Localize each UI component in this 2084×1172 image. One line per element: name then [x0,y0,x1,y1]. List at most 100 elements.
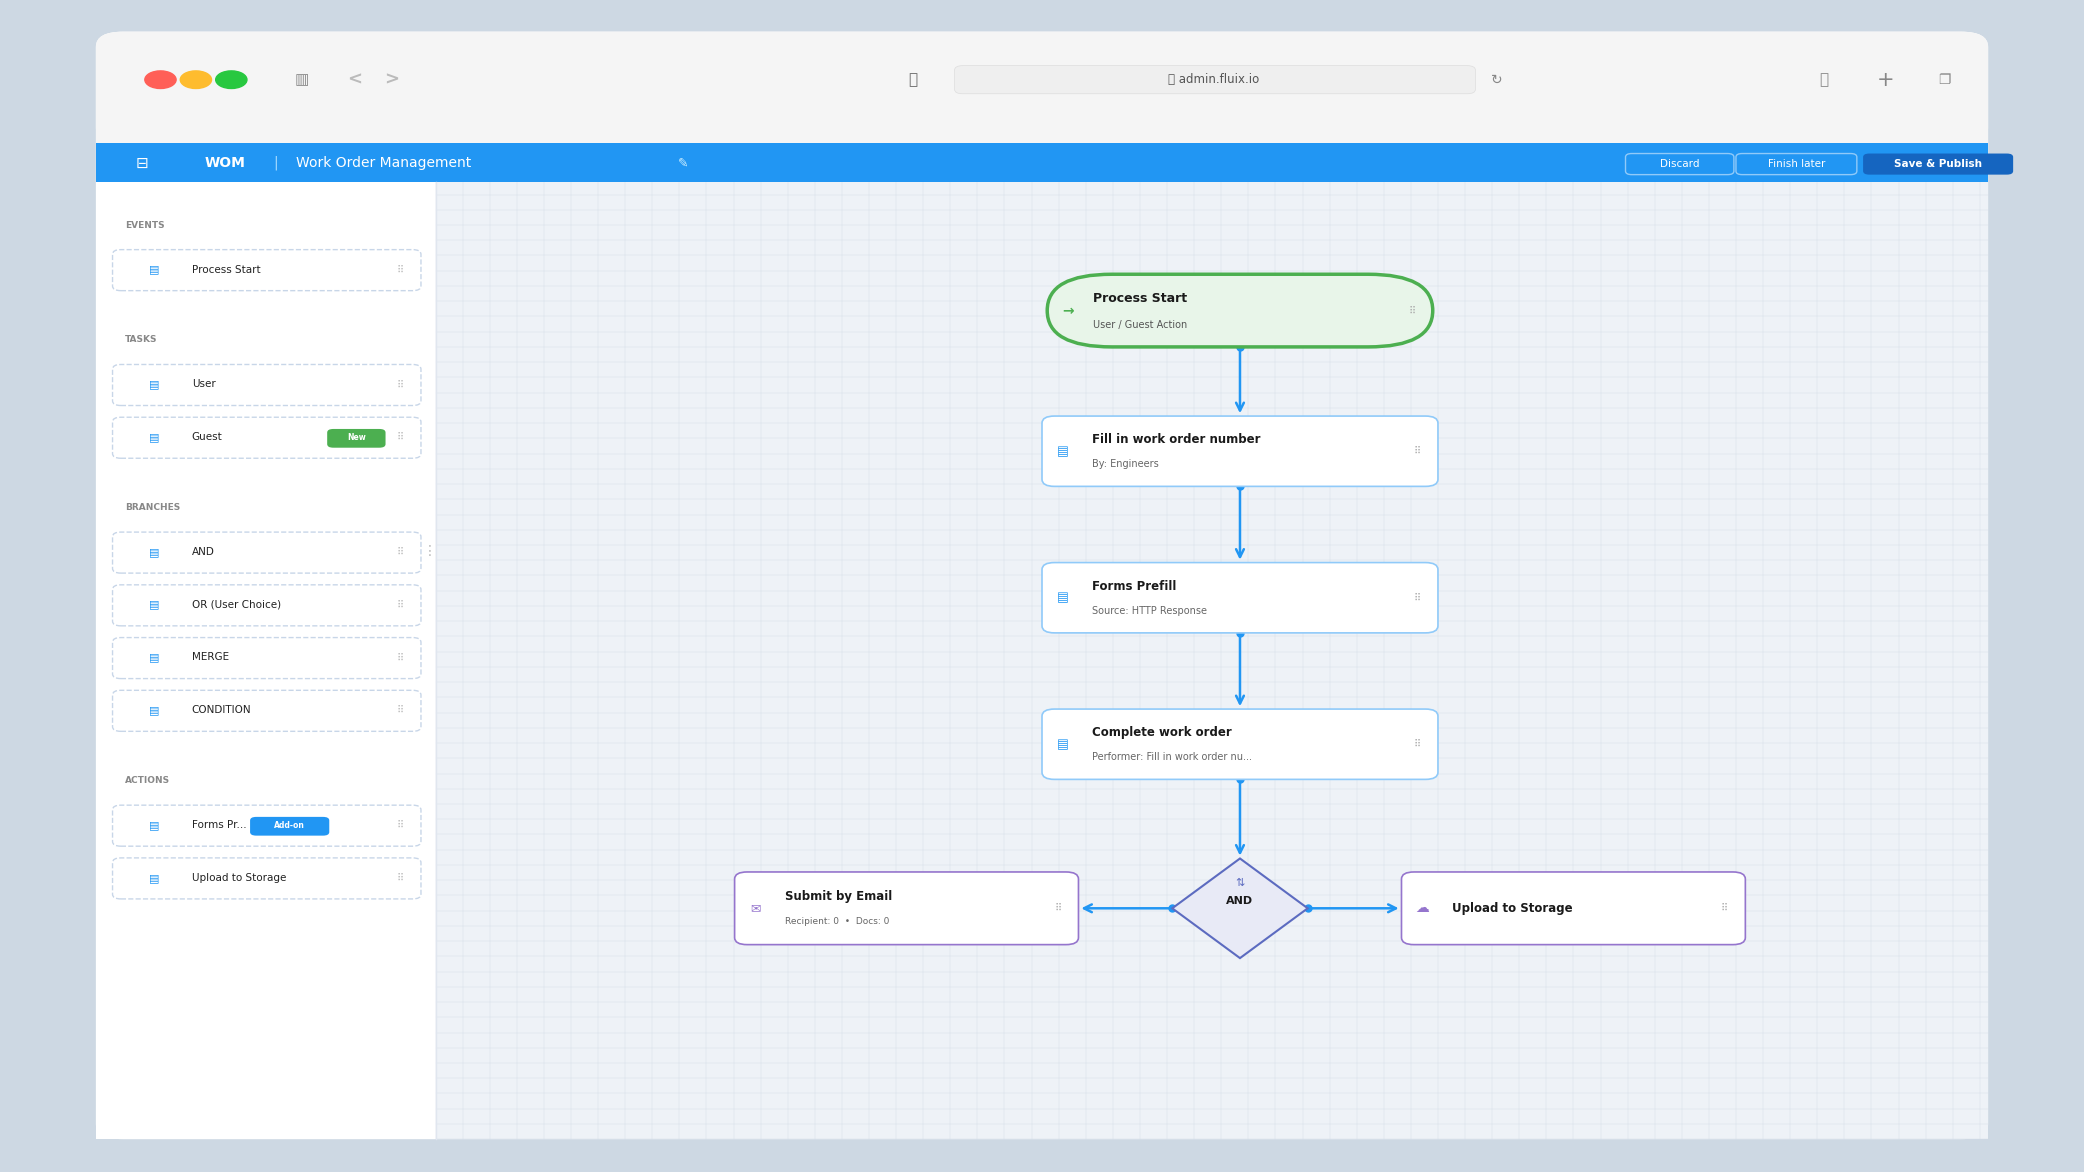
FancyBboxPatch shape [113,690,421,731]
FancyBboxPatch shape [1046,274,1434,347]
Text: ⠿: ⠿ [1721,904,1728,913]
Text: ⠿: ⠿ [1413,593,1421,602]
Text: Performer: Fill in work order nu...: Performer: Fill in work order nu... [1092,752,1252,762]
FancyBboxPatch shape [1736,154,1857,175]
Text: ⠿: ⠿ [1413,740,1421,749]
Text: ▤: ▤ [148,873,160,883]
Text: Complete work order: Complete work order [1092,725,1232,740]
Text: ⠿: ⠿ [1413,447,1421,456]
Text: Recipient: 0  •  Docs: 0: Recipient: 0 • Docs: 0 [784,917,890,926]
Text: ACTIONS: ACTIONS [125,776,171,785]
Text: Finish later: Finish later [1767,159,1826,169]
FancyBboxPatch shape [113,364,421,406]
Text: ▤: ▤ [148,432,160,442]
Text: <: < [346,70,363,89]
Text: TASKS: TASKS [125,335,158,345]
FancyBboxPatch shape [113,532,421,573]
Text: ⠿: ⠿ [396,820,404,830]
Text: ▤: ▤ [1057,444,1069,458]
Text: ✎: ✎ [677,156,690,170]
Text: OR (User Choice): OR (User Choice) [192,600,281,609]
Text: Source: HTTP Response: Source: HTTP Response [1092,606,1207,615]
Text: Discard: Discard [1661,159,1698,169]
Text: Submit by Email: Submit by Email [784,890,892,904]
FancyBboxPatch shape [96,32,1988,143]
Text: ▤: ▤ [148,265,160,274]
Bar [96,96,1988,143]
Text: ▤: ▤ [148,820,160,830]
Bar [96,143,1988,182]
Text: ↻: ↻ [1490,73,1503,87]
Text: MERGE: MERGE [192,653,229,662]
Text: ⠿: ⠿ [396,380,404,389]
Text: WOM: WOM [204,156,246,170]
Text: Process Start: Process Start [1092,292,1188,306]
FancyBboxPatch shape [113,638,421,679]
FancyBboxPatch shape [250,817,329,836]
Text: Add-on: Add-on [275,820,304,830]
FancyBboxPatch shape [1042,563,1438,633]
Text: ⠿: ⠿ [396,873,404,883]
Bar [436,182,1988,1139]
Text: By: Engineers: By: Engineers [1092,459,1159,469]
Text: ⠿: ⠿ [1409,306,1415,315]
Text: Upload to Storage: Upload to Storage [192,873,286,883]
Text: ▤: ▤ [148,706,160,715]
Text: New: New [348,432,365,442]
FancyBboxPatch shape [1626,154,1734,175]
Text: ⇅: ⇅ [1236,878,1244,887]
Circle shape [179,70,213,88]
Text: Guest: Guest [192,432,223,442]
Text: Work Order Management: Work Order Management [296,156,471,170]
Text: Upload to Storage: Upload to Storage [1450,901,1571,915]
Text: ▥: ▥ [296,73,308,87]
Text: ⠿: ⠿ [396,600,404,609]
Text: ⠿: ⠿ [396,706,404,715]
Text: BRANCHES: BRANCHES [125,503,181,512]
FancyBboxPatch shape [1400,872,1746,945]
Text: AND: AND [192,547,215,557]
Text: ⛨: ⛨ [909,73,917,87]
Text: >: > [383,70,400,89]
Text: ▤: ▤ [1057,591,1069,605]
Text: CONDITION: CONDITION [192,706,252,715]
Text: AND: AND [1225,897,1255,906]
Text: ▤: ▤ [148,653,160,662]
Circle shape [217,70,246,88]
FancyBboxPatch shape [734,872,1080,945]
Text: Process Start: Process Start [192,265,260,274]
FancyBboxPatch shape [954,66,1475,94]
Text: Forms Pr...: Forms Pr... [192,820,246,830]
Text: ⋮: ⋮ [423,544,436,558]
FancyBboxPatch shape [1042,709,1438,779]
FancyBboxPatch shape [113,805,421,846]
Text: ▤: ▤ [148,547,160,557]
FancyBboxPatch shape [113,858,421,899]
Text: ⠿: ⠿ [396,432,404,442]
Text: Fill in work order number: Fill in work order number [1092,432,1261,447]
Circle shape [144,70,175,88]
FancyBboxPatch shape [113,585,421,626]
Text: User: User [192,380,215,389]
Text: ⠿: ⠿ [1055,904,1061,913]
Text: ⤴: ⤴ [1819,73,1828,87]
Text: ⊟: ⊟ [135,156,148,170]
Text: 🔒 admin.fluix.io: 🔒 admin.fluix.io [1169,73,1259,87]
Text: ✉: ✉ [750,901,761,915]
Text: Save & Publish: Save & Publish [1894,159,1982,169]
Text: ▤: ▤ [148,380,160,389]
Text: Forms Prefill: Forms Prefill [1092,579,1175,593]
FancyBboxPatch shape [1863,154,2013,175]
Text: ▤: ▤ [1057,737,1069,751]
Text: ▤: ▤ [148,600,160,609]
Bar [96,182,436,1139]
Text: +: + [1878,69,1894,90]
FancyBboxPatch shape [113,250,421,291]
FancyBboxPatch shape [113,417,421,458]
Text: →: → [1063,304,1073,318]
Text: ⠿: ⠿ [396,265,404,274]
Polygon shape [1171,858,1307,959]
Text: |: | [273,156,277,170]
FancyBboxPatch shape [1042,416,1438,486]
Text: EVENTS: EVENTS [125,220,165,230]
